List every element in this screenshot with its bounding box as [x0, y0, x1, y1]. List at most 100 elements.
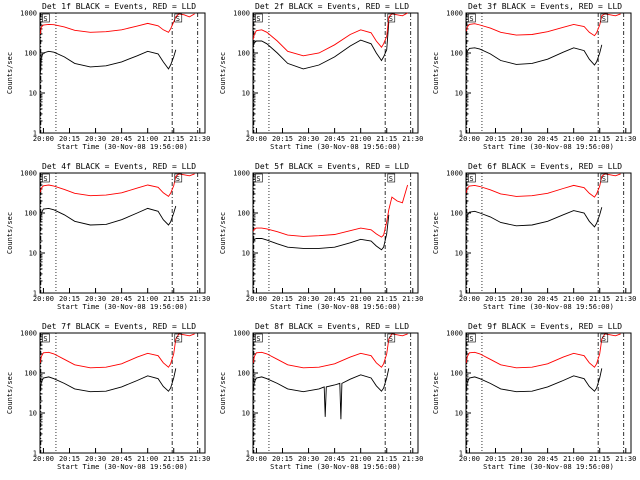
chart-svg-1: Det 1f BLACK = Events, RED = LLD 1 10 100 10…	[0, 0, 213, 160]
x-tick-label: 20:15	[272, 455, 293, 463]
x-tick-label: 21:15	[589, 295, 610, 303]
x-axis-label: Start Time (30-Nov-08 19:56:00)	[270, 303, 401, 311]
x-tick-label: 20:15	[59, 135, 80, 143]
x-tick-label: 20:00	[459, 455, 480, 463]
y-tick-label: 1000	[446, 10, 463, 18]
y-axis-label: Counts/sec	[6, 52, 14, 94]
x-tick-label: 21:15	[163, 455, 184, 463]
chart-title: Det 1f BLACK = Events, RED = LLD	[42, 2, 196, 11]
plot-frame	[40, 13, 205, 133]
series-line-events	[253, 368, 388, 419]
x-axis-label: Start Time (30-Nov-08 19:56:00)	[270, 463, 401, 471]
series-line-lld	[40, 14, 194, 34]
y-tick-label: 10	[242, 90, 250, 98]
plot-frame	[253, 13, 418, 133]
plot-frame	[40, 333, 205, 453]
x-tick-label: 20:30	[85, 295, 106, 303]
x-tick-label: 21:15	[376, 455, 397, 463]
x-tick-label: 20:45	[324, 135, 345, 143]
x-tick-label: 21:30	[402, 135, 423, 143]
x-tick-label: 20:00	[459, 135, 480, 143]
x-axis-label: Start Time (30-Nov-08 19:56:00)	[483, 463, 614, 471]
series-line-events	[40, 50, 176, 74]
y-axis-label: Counts/sec	[6, 372, 14, 414]
series-line-lld	[253, 334, 407, 368]
y-tick-label: 10	[455, 410, 463, 418]
series-line-lld	[466, 14, 620, 36]
chart-svg-9: Det 9f BLACK = Events, RED = LLD11010010…	[426, 320, 639, 480]
x-tick-label: 20:30	[85, 135, 106, 143]
x-tick-label: 21:15	[376, 295, 397, 303]
x-tick-label: 20:45	[111, 135, 132, 143]
chart-title: Det 6f BLACK = Events, RED = LLD	[468, 162, 622, 171]
x-tick-label: 21:30	[615, 295, 636, 303]
x-tick-label: 20:45	[324, 455, 345, 463]
chart-svg-7: Det 7f BLACK = Events, RED = LLD11010010…	[0, 320, 213, 480]
y-tick-label: 10	[455, 250, 463, 258]
y-tick-label: 10	[29, 250, 37, 258]
chart-panel-9: Det 9f BLACK = Events, RED = LLD 1 10 100 10…	[426, 320, 639, 480]
x-axis-label: Start Time (30-Nov-08 19:56:00)	[483, 143, 614, 151]
y-tick-label: 10	[242, 410, 250, 418]
series-line-events	[40, 206, 176, 225]
y-axis-label: Counts/sec	[432, 372, 440, 414]
x-tick-label: 20:30	[298, 135, 319, 143]
x-tick-label: 20:15	[272, 295, 293, 303]
chart-title: Det 7f BLACK = Events, RED = LLD	[42, 322, 196, 331]
chart-svg-2: Det 2f BLACK = Events, RED = LLD11010010…	[213, 0, 426, 160]
y-axis-label: Counts/sec	[6, 212, 14, 254]
y-axis-label: Counts/sec	[219, 212, 227, 254]
y-tick-label: 1000	[20, 10, 37, 18]
chart-panel-2: Det 2f BLACK = Events, RED = LLD 1 10 100 10…	[213, 0, 426, 160]
chart-panel-4: Det 4f BLACK = Events, RED = LLD 1 10 100 10…	[0, 160, 213, 320]
series-line-lld	[253, 13, 407, 56]
x-tick-label: 21:30	[189, 295, 210, 303]
x-tick-label: 21:00	[137, 295, 158, 303]
series-line-lld	[40, 174, 194, 197]
x-tick-label: 20:45	[324, 295, 345, 303]
y-tick-label: 100	[24, 210, 37, 218]
y-tick-label: 100	[450, 50, 463, 58]
x-tick-label: 20:45	[111, 295, 132, 303]
y-tick-label: 100	[24, 370, 37, 378]
chart-panel-6: Det 6f BLACK = Events, RED = LLD 1 10 100 10…	[426, 160, 639, 320]
chart-svg-4: Det 4f BLACK = Events, RED = LLD11010010…	[0, 160, 213, 320]
x-tick-label: 21:00	[137, 135, 158, 143]
y-tick-label: 1000	[446, 330, 463, 338]
y-tick-label: 10	[455, 90, 463, 98]
x-tick-label: 21:00	[563, 295, 584, 303]
x-tick-label: 21:15	[163, 135, 184, 143]
y-tick-label: 100	[450, 210, 463, 218]
chart-title: Det 4f BLACK = Events, RED = LLD	[42, 162, 196, 171]
y-tick-label: 1000	[233, 170, 250, 178]
x-tick-label: 20:30	[511, 455, 532, 463]
plot-frame	[253, 173, 418, 293]
y-tick-label: 1000	[20, 170, 37, 178]
chart-title: Det 2f BLACK = Events, RED = LLD	[255, 2, 409, 11]
x-axis-label: Start Time (30-Nov-08 19:56:00)	[483, 303, 614, 311]
chart-panel-8: Det 8f BLACK = Events, RED = LLD 1 10 100 10…	[213, 320, 426, 480]
series-line-events	[466, 45, 602, 65]
x-tick-label: 21:15	[589, 135, 610, 143]
x-tick-label: 20:15	[59, 295, 80, 303]
chart-title: Det 9f BLACK = Events, RED = LLD	[468, 322, 622, 331]
x-tick-label: 20:30	[85, 455, 106, 463]
y-tick-label: 1000	[446, 170, 463, 178]
series-line-events	[466, 368, 602, 391]
x-tick-label: 20:00	[33, 135, 54, 143]
x-tick-label: 21:15	[163, 295, 184, 303]
x-tick-label: 20:30	[298, 295, 319, 303]
series-line-events	[40, 368, 176, 391]
series-line-events	[466, 207, 602, 227]
x-tick-label: 20:45	[537, 295, 558, 303]
y-axis-label: Counts/sec	[432, 212, 440, 254]
y-axis-label: Counts/sec	[219, 52, 227, 94]
chart-svg-3: Det 3f BLACK = Events, RED = LLD11010010…	[426, 0, 639, 160]
chart-svg-8: Det 8f BLACK = Events, RED = LLD 1 10 100 10…	[213, 320, 426, 480]
y-tick-label: 100	[237, 370, 250, 378]
x-tick-label: 20:15	[272, 135, 293, 143]
x-tick-label: 20:45	[537, 135, 558, 143]
x-tick-label: 20:15	[485, 135, 506, 143]
x-tick-label: 21:00	[350, 295, 371, 303]
x-tick-label: 20:00	[459, 295, 480, 303]
